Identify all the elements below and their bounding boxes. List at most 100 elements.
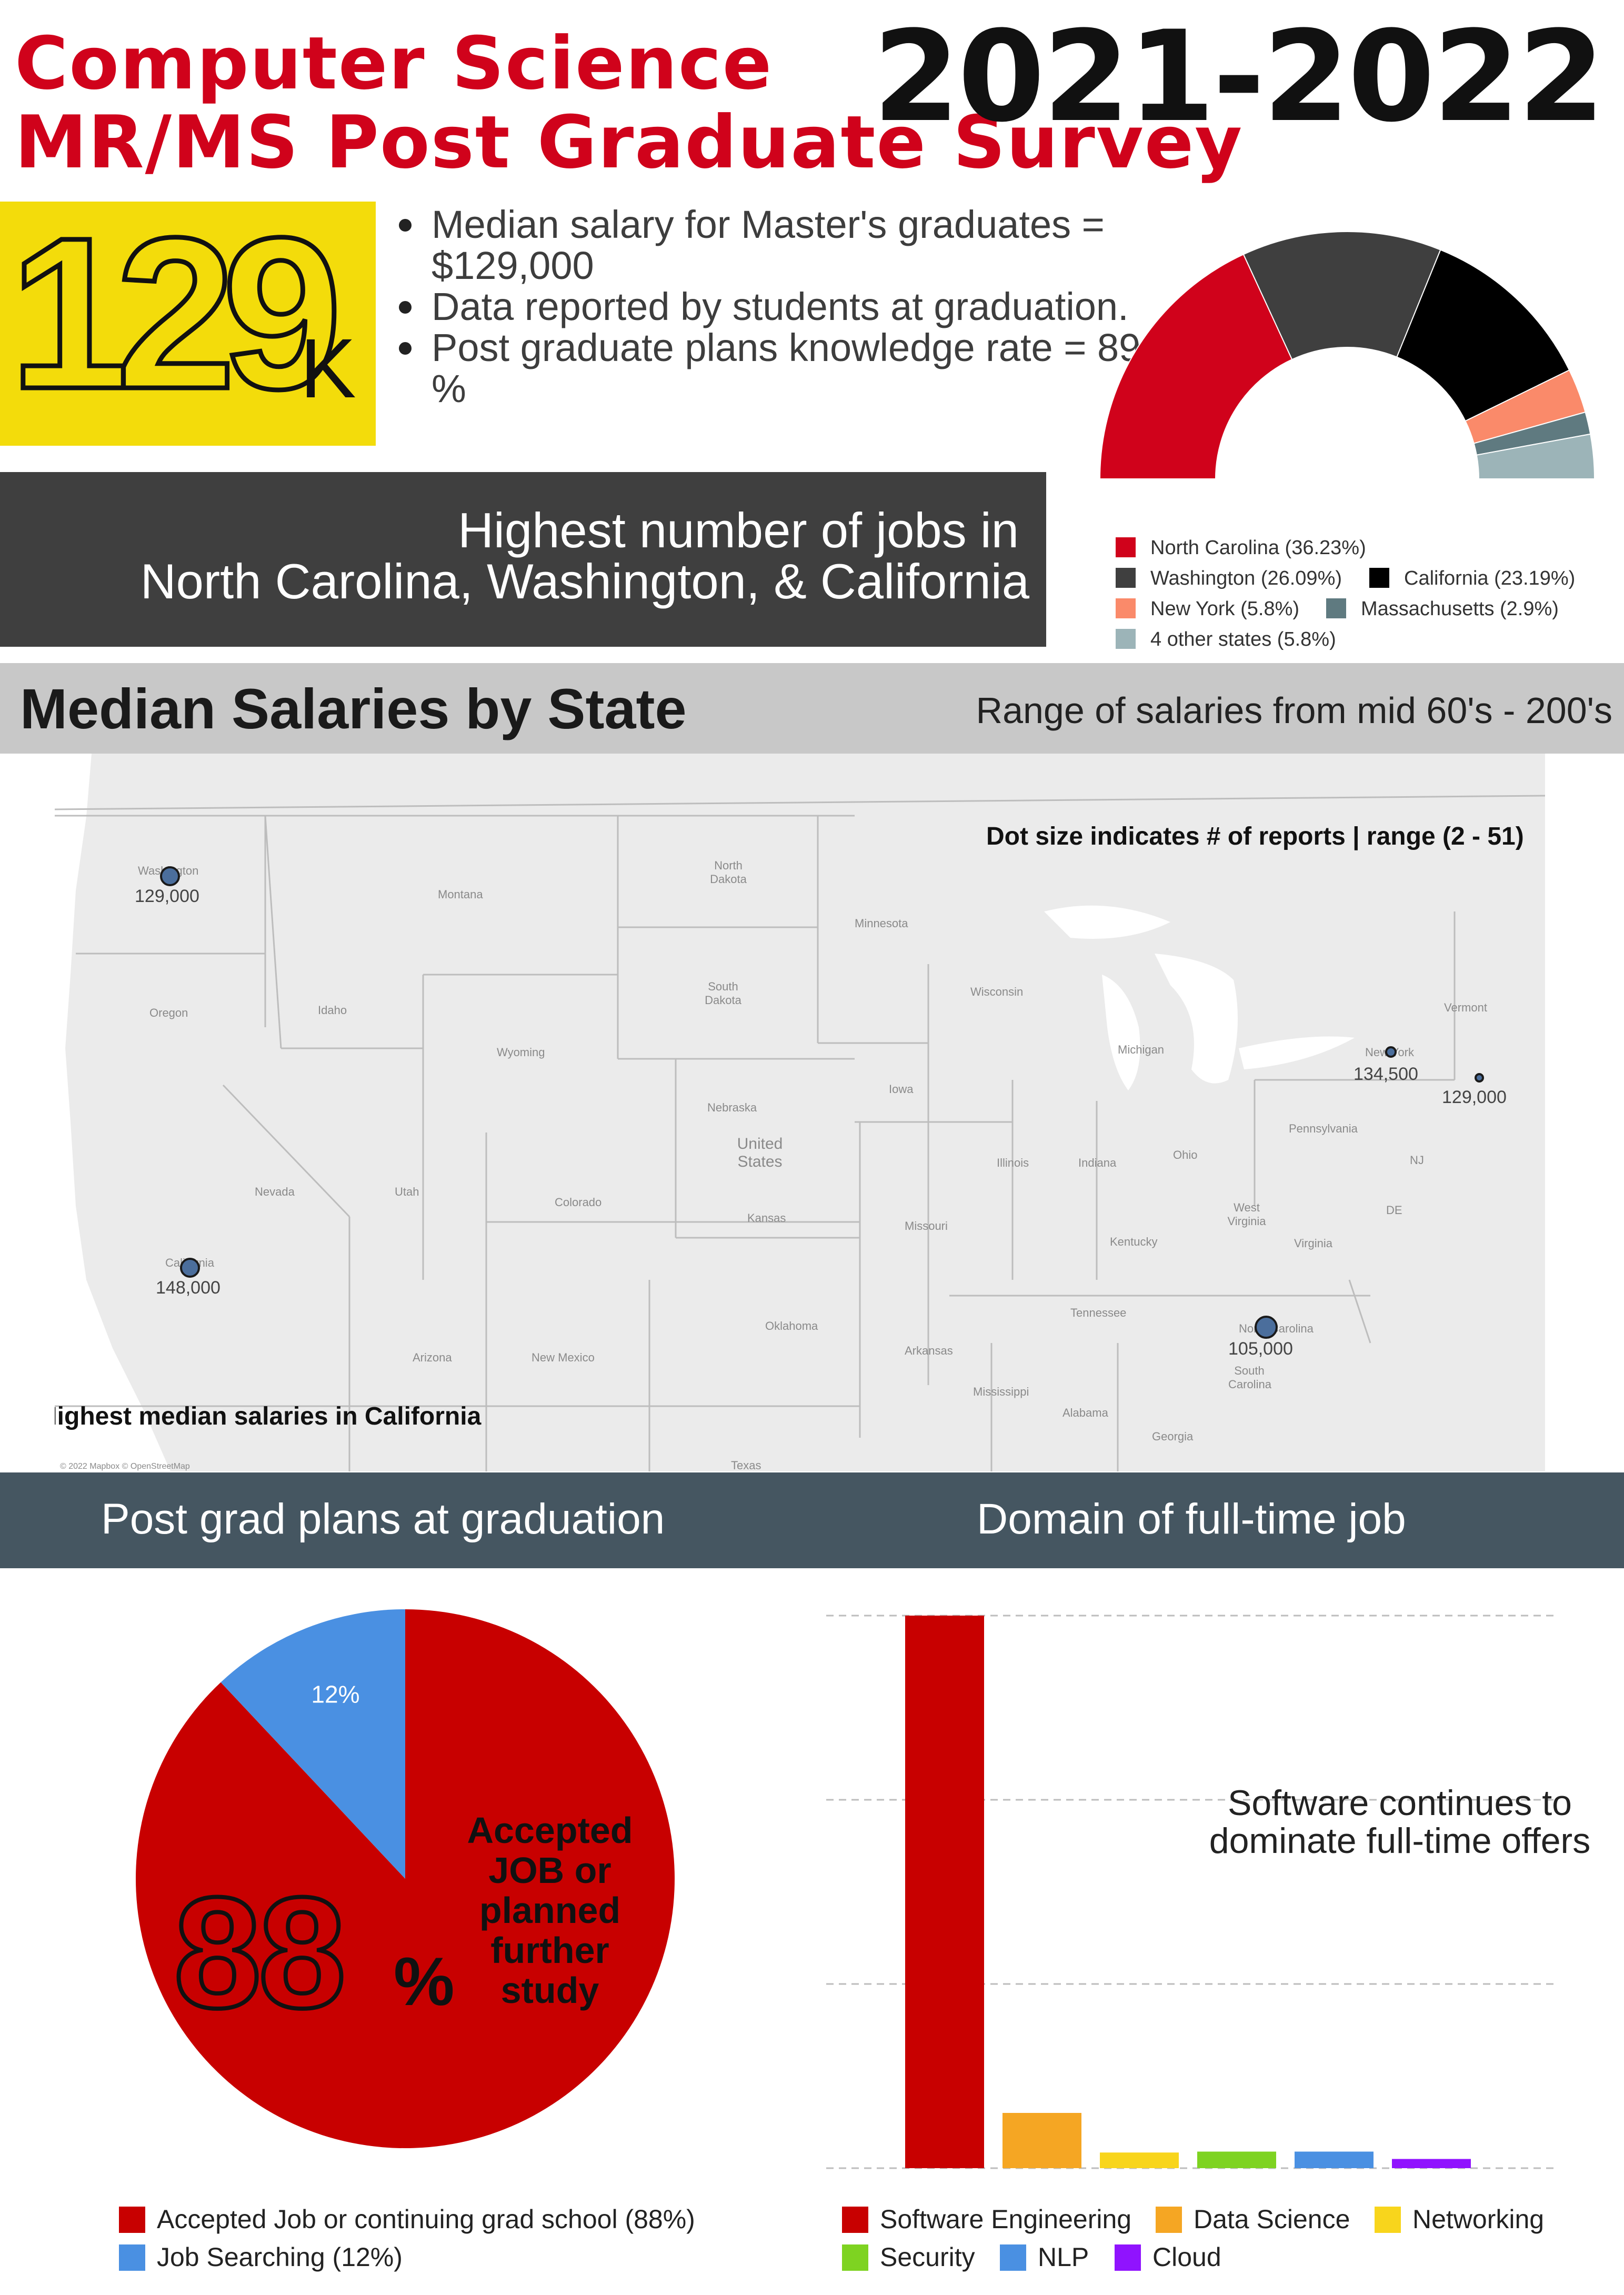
map-attribution: © 2022 Mapbox © OpenStreetMap bbox=[60, 1462, 190, 1471]
map-label: Alabama bbox=[1062, 1406, 1108, 1419]
pie-annotation-line: Accepted bbox=[467, 1810, 633, 1851]
bullet-item: Median salary for Master's graduates = $… bbox=[399, 204, 1158, 286]
pie-annotation-line: JOB or bbox=[488, 1850, 611, 1891]
legend-item-new-york: New York (5.8%) bbox=[1116, 598, 1299, 620]
map-label: Utah bbox=[395, 1185, 419, 1198]
legend-swatch bbox=[842, 2244, 868, 2271]
legend-swatch bbox=[1116, 598, 1136, 618]
bottom-section-header bbox=[0, 1472, 1624, 1568]
map-label: Oklahoma bbox=[765, 1319, 818, 1332]
legend-item-california: California (23.19%) bbox=[1369, 567, 1575, 590]
bar-legend-networking: Networking bbox=[1375, 2204, 1544, 2234]
legend-swatch bbox=[1156, 2207, 1182, 2233]
bullet-item: Data reported by students at graduation. bbox=[399, 286, 1158, 327]
salary-dot-massachusetts[interactable] bbox=[1475, 1073, 1484, 1083]
domain-title: Domain of full-time job bbox=[977, 1495, 1406, 1543]
bar-legend-nlp: NLP bbox=[1000, 2242, 1089, 2272]
map-label: South Carolina bbox=[1228, 1364, 1271, 1391]
bar-data-science[interactable] bbox=[1003, 2113, 1081, 2168]
donut-segment-1[interactable] bbox=[1242, 231, 1441, 360]
map-label: Oregon bbox=[149, 1006, 188, 1019]
map-label: Kansas bbox=[747, 1211, 786, 1225]
legend-swatch bbox=[1116, 537, 1136, 557]
bar-legend-data-science: Data Science bbox=[1156, 2204, 1350, 2234]
legend-swatch bbox=[1369, 568, 1389, 588]
map-label: North Dakota bbox=[710, 859, 747, 886]
salary-dot-washington[interactable] bbox=[160, 866, 180, 886]
pie-slice-1[interactable] bbox=[220, 1609, 405, 1879]
map-label: Pennsylvania bbox=[1289, 1122, 1358, 1135]
salary-label-massachusetts: 129,000 bbox=[1442, 1087, 1507, 1107]
bar-nlp[interactable] bbox=[1295, 2151, 1374, 2169]
salary-label-california: 148,000 bbox=[156, 1278, 220, 1298]
map-label: West Virginia bbox=[1227, 1201, 1266, 1228]
pie-annotation-big-number: 88 bbox=[172, 1864, 348, 2041]
map-label: Missouri bbox=[905, 1219, 948, 1232]
map-label: Virginia bbox=[1294, 1237, 1332, 1250]
jobs-callout-line2: North Carolina, Washington, & California bbox=[140, 554, 1029, 609]
legend-swatch bbox=[1116, 568, 1136, 588]
map-label: Wyoming bbox=[497, 1046, 545, 1059]
legend-swatch bbox=[119, 2207, 145, 2233]
bar-networking[interactable] bbox=[1100, 2152, 1179, 2168]
map-label: Minnesota bbox=[855, 917, 908, 930]
legend-item-massachusetts: Massachusetts (2.9%) bbox=[1326, 598, 1559, 620]
salary-label-north-carolina: 105,000 bbox=[1228, 1339, 1293, 1359]
median-salary-unit: K bbox=[300, 321, 356, 415]
map-label: Nebraska bbox=[707, 1101, 757, 1114]
highest-salary-note: Highest median salaries in California bbox=[55, 1402, 482, 1430]
map-label: Wisconsin bbox=[970, 985, 1024, 998]
bar-legend-software-engineering: Software Engineering bbox=[842, 2204, 1131, 2234]
bullet-item: Post graduate plans knowledge rate = 89 … bbox=[399, 327, 1158, 409]
map-label: DE bbox=[1386, 1204, 1402, 1217]
pie-legend-accepted: Accepted Job or continuing grad school (… bbox=[119, 2204, 695, 2234]
map-label: NJ bbox=[1410, 1154, 1424, 1167]
domain-bar-chart bbox=[826, 1615, 1558, 2169]
title-line-1: Computer Science bbox=[15, 21, 773, 106]
bar-annotation-line: dominate full-time offers bbox=[1209, 1821, 1591, 1861]
donut-segment-0[interactable] bbox=[1099, 253, 1293, 479]
map-label: Mississippi bbox=[973, 1385, 1029, 1398]
states-half-donut bbox=[1099, 231, 1596, 479]
bar-software-engineering[interactable] bbox=[905, 1616, 984, 2168]
legend-item-north-carolina: North Carolina (36.23%) bbox=[1116, 537, 1366, 559]
pie-annotation-text: Accepted JOB or planned further study bbox=[447, 1810, 653, 2010]
map-label: United States bbox=[737, 1135, 783, 1170]
bar-annotation-line: Software continues to bbox=[1228, 1783, 1572, 1823]
donut-segment-2[interactable] bbox=[1396, 249, 1570, 422]
salary-dot-north-carolina[interactable] bbox=[1255, 1316, 1278, 1339]
map-label: Illinois bbox=[997, 1156, 1029, 1169]
bar-annotation: Software continues to dominate full-time… bbox=[1137, 1784, 1624, 1860]
pie-annotation-line: study bbox=[500, 1970, 599, 2011]
legend-swatch bbox=[1116, 629, 1136, 649]
legend-item-other-states: 4 other states (5.8%) bbox=[1116, 628, 1336, 651]
pie-annotation-line: further bbox=[490, 1930, 609, 1971]
map-label: New Mexico bbox=[532, 1351, 595, 1364]
jobs-callout-line1: Highest number of jobs in bbox=[458, 503, 1019, 558]
salary-dot-new-york[interactable] bbox=[1385, 1046, 1397, 1058]
map-label: Arizona bbox=[413, 1351, 452, 1364]
map-label: Iowa bbox=[889, 1083, 914, 1096]
map-section-header bbox=[0, 663, 1624, 754]
donut-segment-5[interactable] bbox=[1476, 433, 1596, 479]
us-map[interactable]: Washington Montana North Dakota Minnesot… bbox=[55, 754, 1545, 1471]
salary-label-washington: 129,000 bbox=[135, 886, 199, 906]
salary-label-new-york: 134,500 bbox=[1354, 1064, 1418, 1084]
map-label: Ohio bbox=[1173, 1148, 1198, 1161]
median-salary-number: 129 bbox=[7, 193, 344, 434]
pie-legend-job-searching: Job Searching (12%) bbox=[119, 2242, 403, 2272]
map-section-subtitle: Range of salaries from mid 60's - 200's bbox=[976, 690, 1612, 731]
map-label: Georgia bbox=[1152, 1430, 1194, 1443]
legend-swatch bbox=[1000, 2244, 1026, 2271]
pie-data-label: 12% bbox=[311, 1680, 359, 1708]
bar-legend-security: Security bbox=[842, 2242, 975, 2272]
jobs-callout: Highest number of jobs in North Carolina… bbox=[0, 472, 1046, 647]
map-label: Indiana bbox=[1078, 1156, 1117, 1169]
map-label: Tennessee bbox=[1070, 1306, 1127, 1319]
salary-dot-california[interactable] bbox=[180, 1258, 200, 1278]
legend-swatch bbox=[842, 2207, 868, 2233]
bar-cloud[interactable] bbox=[1392, 2159, 1471, 2169]
map-section-title: Median Salaries by State bbox=[20, 677, 687, 740]
map-label: Texas bbox=[731, 1459, 761, 1471]
bar-security[interactable] bbox=[1197, 2151, 1276, 2169]
